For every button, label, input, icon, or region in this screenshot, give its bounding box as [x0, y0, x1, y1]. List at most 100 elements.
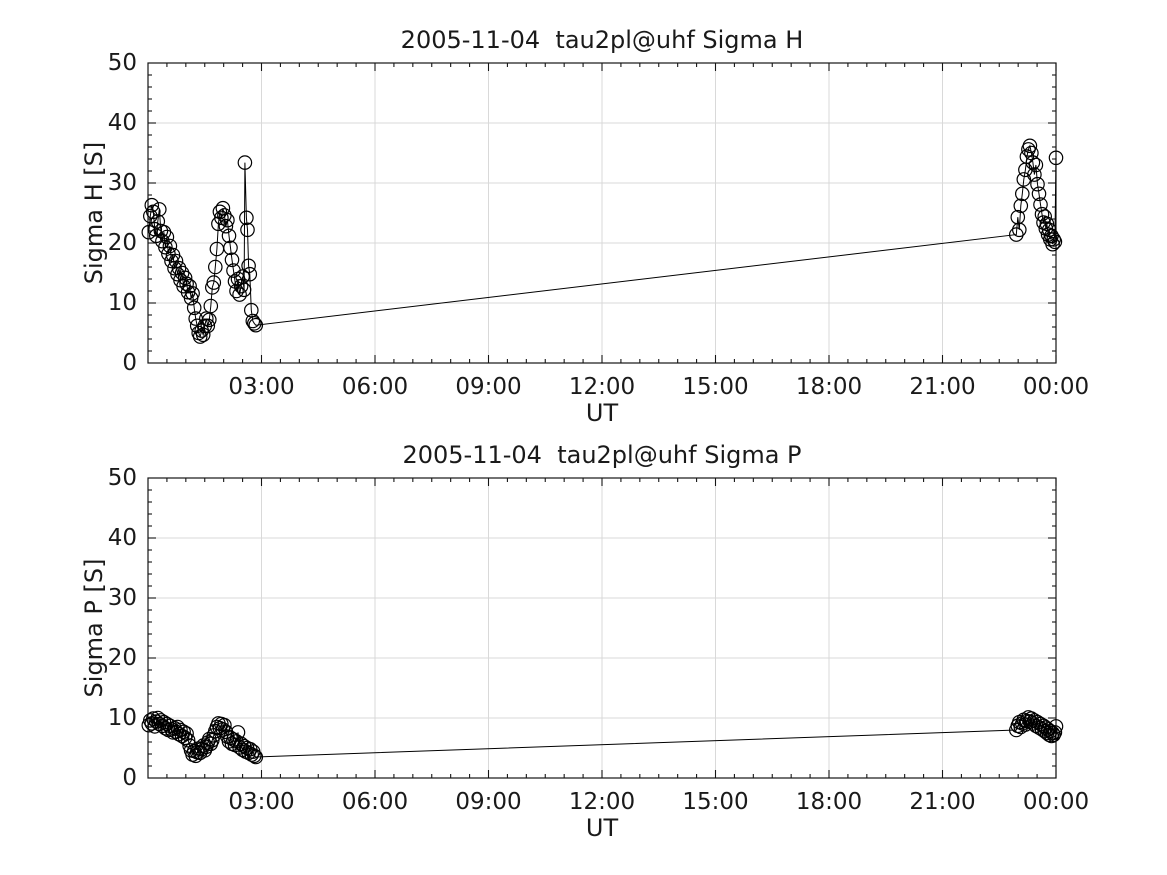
x-tick-label: 18:00 — [796, 789, 862, 815]
data-point-marker — [241, 258, 256, 274]
x-tick-label: 06:00 — [342, 374, 408, 400]
data-point-marker — [221, 228, 237, 244]
axis-ticks — [148, 478, 1057, 778]
data-point-marker — [223, 240, 238, 256]
data-point-marker — [1034, 206, 1050, 222]
data-point-marker — [242, 266, 258, 282]
data-point-marker — [177, 270, 193, 286]
data-point-marker — [150, 214, 166, 229]
data-point-marker — [195, 327, 211, 343]
axes-box — [147, 477, 1057, 779]
y-tick-label: 50 — [108, 50, 137, 76]
y-tick-label: 10 — [108, 290, 137, 316]
y-tick-label: 30 — [108, 170, 137, 196]
data-point-marker — [248, 749, 264, 765]
data-point-marker — [1048, 719, 1064, 734]
data-point-marker — [214, 210, 229, 226]
data-point-marker — [1008, 227, 1024, 242]
y-tick-label: 40 — [108, 110, 137, 136]
data-point-marker — [217, 717, 232, 733]
x-axis-label: UT — [586, 814, 619, 842]
data-point-marker — [247, 748, 262, 764]
data-point-marker — [1047, 234, 1063, 250]
data-point-marker — [1019, 149, 1035, 164]
x-tick-label: 15:00 — [682, 374, 748, 400]
x-tick-label: 15:00 — [682, 789, 748, 815]
x-tick-label: 00:00 — [1023, 789, 1089, 815]
tick-labels: 03:00 06:00 09:00 12:00 15:00 18:00 21:00 00:00… — [108, 465, 1089, 815]
x-tick-label: 18:00 — [796, 374, 862, 400]
data-point-marker — [1027, 167, 1042, 182]
y-tick-label: 0 — [122, 350, 137, 376]
data-point-marker — [218, 218, 234, 234]
y-tick-label: 0 — [122, 765, 137, 791]
series-markers — [141, 710, 1064, 765]
x-tick-label: 00:00 — [1023, 374, 1089, 400]
data-point-marker — [200, 318, 216, 334]
data-point-marker — [1028, 157, 1044, 173]
data-point-marker — [220, 212, 235, 228]
grid-lines — [148, 478, 1056, 778]
data-point-marker — [224, 252, 240, 268]
data-point-marker — [245, 313, 261, 329]
x-tick-label: 09:00 — [455, 789, 521, 815]
data-point-marker — [152, 202, 167, 217]
x-tick-label: 09:00 — [455, 374, 521, 400]
data-point-marker — [247, 316, 262, 331]
y-tick-label: 10 — [108, 705, 137, 731]
data-point-marker — [1041, 222, 1057, 238]
x-tick-label: 12:00 — [569, 374, 635, 400]
data-point-marker — [203, 298, 219, 314]
data-point-marker — [1014, 186, 1030, 202]
series-markers — [141, 138, 1064, 344]
data-point-marker — [180, 732, 196, 748]
data-point-marker — [1046, 232, 1061, 247]
data-point-marker — [1011, 222, 1027, 238]
data-point-marker — [147, 221, 163, 237]
data-point-marker — [1025, 155, 1041, 170]
data-point-marker — [1010, 209, 1026, 225]
data-point-marker — [232, 287, 247, 302]
data-point-marker — [146, 204, 161, 220]
plot-title: 2005-11-04 tau2pl@uhf Sigma P — [402, 441, 801, 469]
sigma-h-plot: 03:00 06:00 09:00 12:00 15:00 18:00 21:00 00:00… — [80, 26, 1089, 427]
data-point-marker — [186, 300, 202, 316]
data-point-marker — [144, 197, 160, 213]
tick-labels: 03:00 06:00 09:00 12:00 15:00 18:00 21:00 00:00… — [108, 50, 1089, 400]
data-point-marker — [182, 278, 197, 294]
y-tick-label: 30 — [108, 585, 137, 611]
data-point-marker — [162, 238, 178, 254]
data-point-marker — [237, 155, 253, 170]
x-tick-label: 21:00 — [909, 374, 975, 400]
grid-lines — [148, 63, 1056, 363]
x-tick-label: 03:00 — [228, 789, 294, 815]
data-point-marker — [1031, 186, 1047, 202]
x-tick-label: 06:00 — [342, 789, 408, 815]
data-point-marker — [212, 204, 228, 220]
data-point-marker — [185, 286, 200, 301]
x-axis-label: UT — [586, 399, 619, 427]
data-point-marker — [1045, 236, 1060, 252]
y-tick-label: 20 — [108, 645, 137, 671]
data-point-marker — [1022, 138, 1038, 154]
y-axis-label: Sigma H [S] — [80, 142, 108, 285]
y-tick-label: 40 — [108, 525, 137, 551]
data-point-marker — [206, 275, 222, 290]
plot-title: 2005-11-04 tau2pl@uhf Sigma H — [401, 26, 804, 54]
data-point-marker — [179, 726, 194, 741]
x-tick-label: 12:00 — [569, 789, 635, 815]
data-point-marker — [1047, 725, 1063, 740]
data-point-marker — [1037, 209, 1052, 224]
y-axis-label: Sigma P [S] — [80, 559, 108, 698]
data-point-marker — [217, 208, 232, 223]
data-point-marker — [244, 747, 259, 762]
data-point-marker — [248, 317, 264, 333]
data-point-marker — [1030, 176, 1045, 192]
data-point-marker — [229, 283, 244, 299]
data-point-marker — [1046, 727, 1061, 743]
axes-box — [147, 62, 1057, 364]
data-point-marker — [1048, 150, 1064, 166]
sigma-p-plot: 03:00 06:00 09:00 12:00 15:00 18:00 21:00 00:00… — [80, 441, 1089, 842]
data-point-marker — [176, 724, 191, 740]
